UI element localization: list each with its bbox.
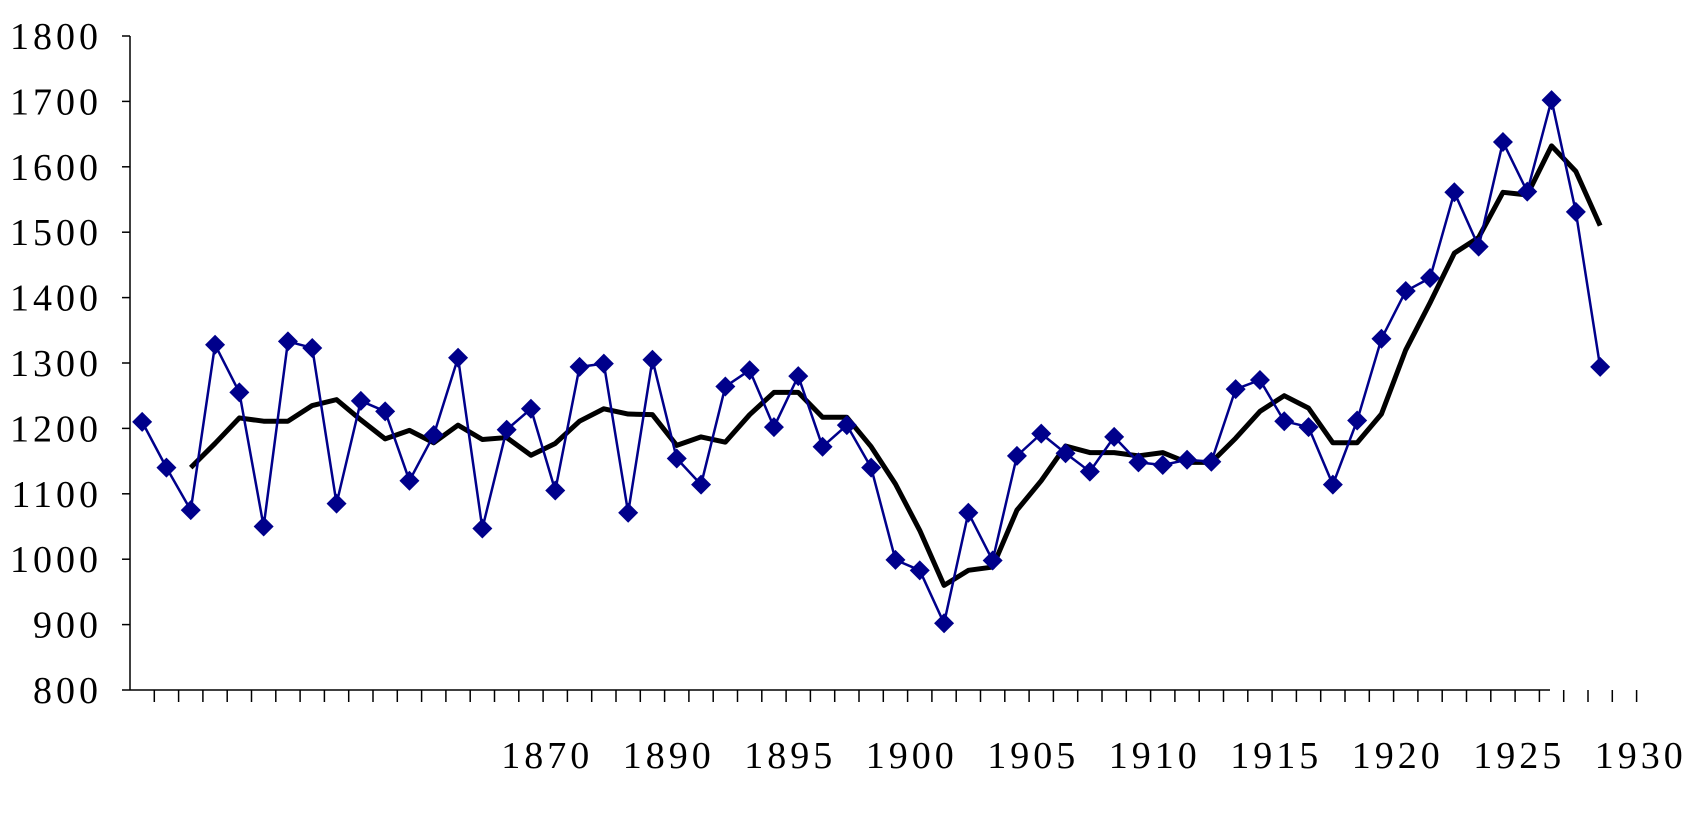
data-point-marker <box>1468 236 1489 257</box>
data-point-marker <box>1177 449 1198 470</box>
data-point-marker <box>253 516 274 537</box>
data-point-marker <box>958 502 979 523</box>
y-tick-label: 900 <box>33 605 102 647</box>
y-tick-labels: 800 900 1000 1100 1200 1300 1400 1500 1600 1700 18… <box>10 16 102 712</box>
data-point-marker <box>836 415 857 436</box>
data-point-marker <box>1420 267 1441 288</box>
axes <box>122 35 1638 702</box>
data-point-marker <box>1079 461 1100 482</box>
data-point-marker <box>1347 410 1368 431</box>
data-point-marker <box>1128 452 1149 473</box>
data-point-marker <box>1590 356 1611 377</box>
data-point-marker <box>229 382 250 403</box>
data-point-marker <box>1565 201 1586 222</box>
data-point-marker <box>472 518 493 539</box>
data-point-marker <box>618 502 639 523</box>
data-point-marker <box>1371 328 1392 349</box>
data-point-marker <box>763 417 784 438</box>
data-point-marker <box>545 480 566 501</box>
data-point-marker <box>1006 445 1027 466</box>
data-point-marker <box>1249 370 1270 391</box>
y-tick-label: 800 <box>33 670 102 712</box>
y-tick-label: 1200 <box>10 408 102 450</box>
y-tick-label: 1500 <box>10 212 102 254</box>
smoothed-series-line <box>188 143 1603 588</box>
data-point-marker <box>909 560 930 581</box>
data-point-marker <box>1395 281 1416 302</box>
data-point-marker <box>739 360 760 381</box>
data-point-marker <box>788 366 809 387</box>
data-point-marker <box>326 493 347 514</box>
data-point-marker <box>1152 455 1173 476</box>
data-point-marker <box>593 353 614 374</box>
data-point-marker <box>666 448 687 469</box>
x-tick-label: 1930 <box>1595 735 1687 777</box>
data-point-marker <box>1055 443 1076 464</box>
data-point-marker <box>277 331 298 352</box>
y-tick-label: 1800 <box>10 16 102 58</box>
data-point-marker <box>156 457 177 478</box>
x-tick-label: 1890 <box>623 735 715 777</box>
data-point-marker <box>448 347 469 368</box>
data-point-marker <box>812 436 833 457</box>
x-tick-label: 1905 <box>987 735 1079 777</box>
data-point-marker <box>1492 131 1513 152</box>
data-point-marker <box>375 401 396 422</box>
series-smoothed <box>188 143 1603 588</box>
data-point-marker <box>934 613 955 634</box>
data-point-marker <box>642 349 663 370</box>
data-point-marker <box>691 474 712 495</box>
x-tick-label: 1910 <box>1109 735 1201 777</box>
data-point-marker <box>1104 426 1125 447</box>
x-tick-label: 1895 <box>744 735 836 777</box>
data-point-marker <box>1517 181 1538 202</box>
y-tick-label: 1300 <box>10 343 102 385</box>
series-raw <box>132 90 1611 634</box>
data-point-marker <box>302 337 323 358</box>
x-tick-label: 1870 <box>501 735 593 777</box>
data-point-marker <box>350 390 371 411</box>
data-point-marker <box>861 457 882 478</box>
data-point-marker <box>1225 379 1246 400</box>
data-point-marker <box>496 419 517 440</box>
data-point-marker <box>982 550 1003 571</box>
data-point-marker <box>715 376 736 397</box>
data-point-marker <box>1298 417 1319 438</box>
data-point-marker <box>132 411 153 432</box>
data-point-marker <box>1322 474 1343 495</box>
data-point-marker <box>205 334 226 355</box>
y-tick-label: 1100 <box>11 474 102 516</box>
data-point-marker <box>1444 182 1465 203</box>
x-tick-label: 1920 <box>1352 735 1444 777</box>
x-tick-label: 1915 <box>1230 735 1322 777</box>
data-point-marker <box>885 549 906 570</box>
y-tick-label: 1000 <box>10 539 102 581</box>
data-point-marker <box>1031 423 1052 444</box>
x-tick-label: 1900 <box>866 735 958 777</box>
y-tick-label: 1700 <box>10 81 102 123</box>
data-point-marker <box>180 500 201 521</box>
data-point-marker <box>423 424 444 445</box>
y-tick-label: 1400 <box>10 278 102 320</box>
data-point-marker <box>1541 90 1562 111</box>
x-tick-labels: 1870 1890 1895 1900 1905 1910 1915 1920 1925 1930… <box>501 735 1687 777</box>
y-tick-label: 1600 <box>10 147 102 189</box>
data-point-marker <box>1201 451 1222 472</box>
raw-series-line <box>141 98 1602 625</box>
data-point-marker <box>520 398 541 419</box>
data-point-marker <box>1274 411 1295 432</box>
x-tick-label: 1925 <box>1473 735 1565 777</box>
data-point-marker <box>569 356 590 377</box>
data-point-marker <box>399 470 420 491</box>
